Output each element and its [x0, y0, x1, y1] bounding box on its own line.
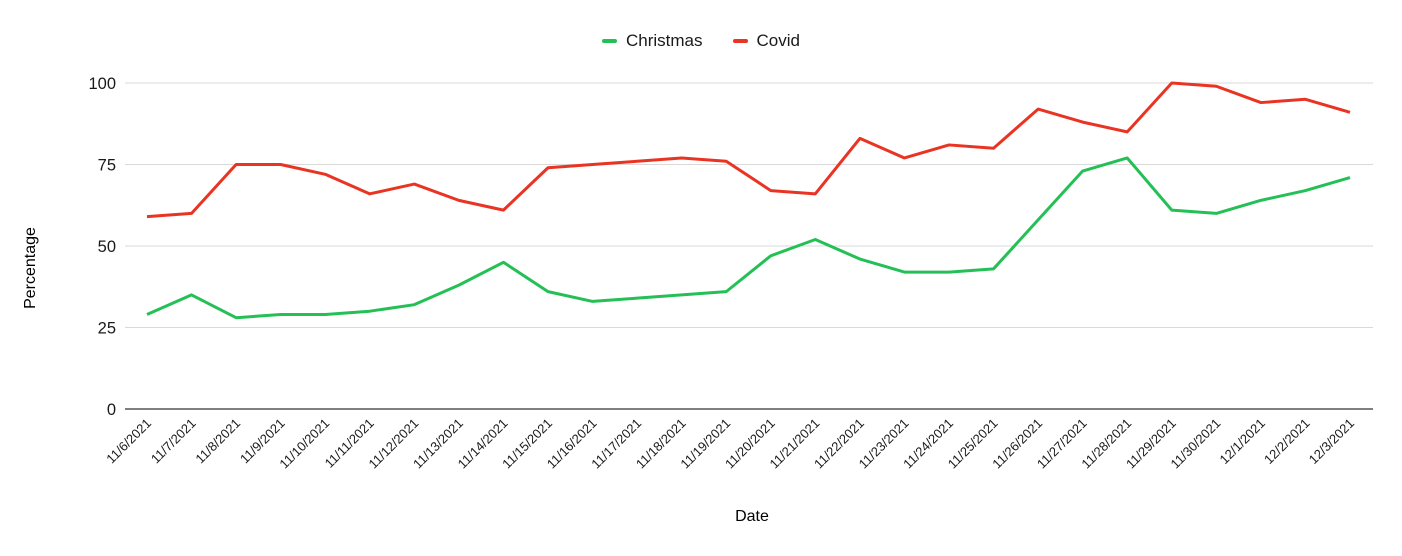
legend-label-christmas: Christmas	[626, 31, 703, 50]
series-line-christmas	[146, 156, 1351, 320]
y-tick-label: 75	[98, 157, 116, 175]
x-axis-title: Date	[735, 508, 769, 525]
x-tick-label: 12/1/2021	[1217, 416, 1269, 468]
x-tick-label: 11/6/2021	[103, 416, 154, 467]
x-tick-label: 11/8/2021	[192, 416, 243, 467]
x-tick-label: 11/7/2021	[148, 416, 199, 467]
legend-item-christmas: Christmas	[602, 31, 703, 51]
y-tick-label: 25	[98, 320, 116, 338]
legend-item-covid: Covid	[732, 31, 800, 51]
covid-series-swatch	[732, 39, 748, 43]
series-line-covid	[146, 81, 1351, 219]
y-tick-label: 100	[88, 75, 116, 93]
legend-label-covid: Covid	[756, 31, 800, 50]
christmas-series-swatch	[602, 39, 617, 43]
chart-legend: Christmas Covid	[0, 31, 1402, 51]
x-tick-label: 12/3/2021	[1306, 416, 1358, 468]
x-tick-label: 12/2/2021	[1261, 416, 1313, 468]
y-axis-title: Percentage	[22, 227, 39, 309]
y-tick-label: 0	[107, 401, 116, 419]
y-tick-label: 50	[98, 238, 116, 256]
